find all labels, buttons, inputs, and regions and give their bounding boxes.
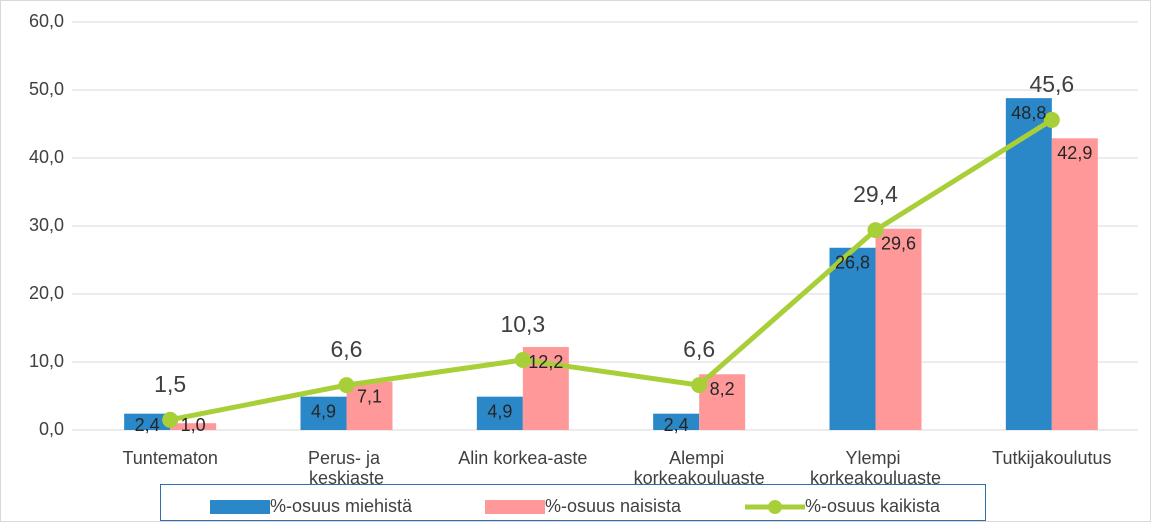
data-label: 7,1: [357, 386, 382, 406]
bar: [300, 396, 347, 430]
x-tick-label: Tuntematon: [122, 448, 217, 468]
x-tick-label: Perus- ja keskiaste: [308, 448, 385, 488]
data-label: 2,4: [664, 415, 689, 435]
data-label: 12,2: [528, 352, 563, 372]
bar: [653, 413, 700, 430]
y-tick-label: 30,0: [29, 215, 64, 235]
bar: [875, 228, 922, 430]
bar: [170, 423, 217, 430]
line-marker: [514, 351, 531, 368]
x-tick-label: Tutkijakoulutus: [992, 448, 1111, 468]
legend-label: %-osuus naisista: [545, 496, 682, 516]
data-label: 2,4: [135, 415, 160, 435]
x-tick-label: Ylempi korkeakouluaste: [810, 448, 941, 488]
y-tick-label: 20,0: [29, 283, 64, 303]
data-label: 29,6: [881, 233, 916, 253]
line-marker: [691, 377, 708, 394]
bar: [1051, 138, 1098, 430]
legend-box: [160, 484, 986, 521]
bar: [476, 396, 523, 430]
data-label: 8,2: [710, 379, 735, 399]
data-label: 4,9: [487, 401, 512, 421]
bar: [829, 247, 876, 430]
line-data-label: 6,6: [331, 336, 363, 362]
line-data-label: 29,4: [853, 181, 898, 207]
bar: [346, 381, 393, 430]
line: [169, 117, 1054, 423]
data-label: 1,0: [181, 415, 206, 435]
legend-label: %-osuus miehistä: [270, 496, 413, 516]
y-tick-label: 0,0: [39, 419, 64, 439]
legend-swatch: [210, 500, 270, 514]
legend-swatch-marker: [768, 500, 782, 514]
line-marker: [338, 377, 355, 394]
legend-swatch: [485, 500, 545, 514]
line-data-label: 45,6: [1029, 71, 1074, 97]
y-tick-label: 60,0: [29, 11, 64, 31]
x-tick-label: Alin korkea-aste: [458, 448, 587, 468]
line-data-label: 1,5: [154, 371, 186, 397]
line-data-label: 6,6: [683, 336, 715, 362]
line-data-label: 10,3: [500, 311, 545, 337]
data-label: 26,8: [835, 253, 870, 273]
y-tick-label: 50,0: [29, 79, 64, 99]
bar: [124, 413, 171, 430]
data-label: 48,8: [1011, 103, 1046, 123]
y-tick-label: 10,0: [29, 351, 64, 371]
y-tick-label: 40,0: [29, 147, 64, 167]
line-marker: [162, 411, 179, 428]
data-label: 42,9: [1057, 143, 1092, 163]
bar: [1005, 98, 1052, 430]
legend-label: %-osuus kaikista: [805, 496, 941, 516]
line-marker: [1043, 111, 1060, 128]
line-marker: [867, 222, 884, 239]
data-label: 4,9: [311, 401, 336, 421]
x-tick-label: Alempi korkeakouluaste: [634, 448, 765, 488]
